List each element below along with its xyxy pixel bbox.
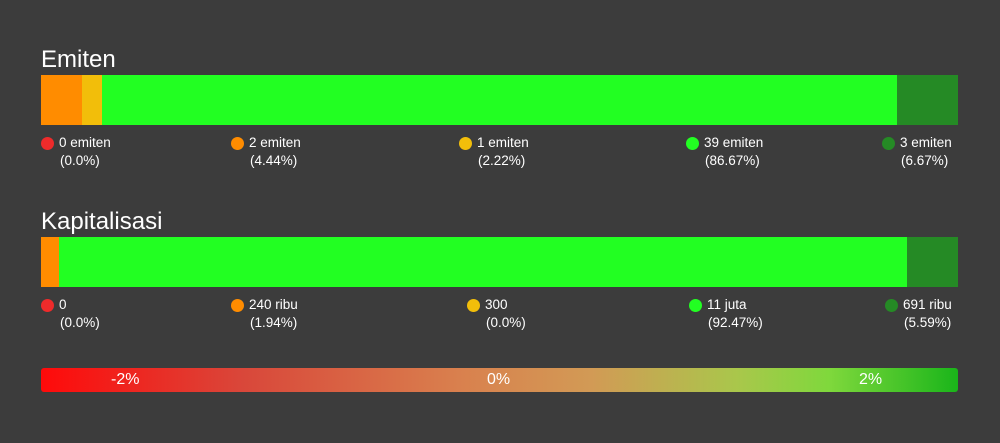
legend-item: 0 emiten (0.0%) xyxy=(41,134,111,170)
bar-segment xyxy=(81,75,103,125)
legend-dot-icon xyxy=(882,136,895,150)
bar-segment xyxy=(102,75,897,125)
legend-item: 240 ribu (1.94%) xyxy=(231,296,298,332)
legend-dot-icon xyxy=(41,298,54,312)
legend-percent: (0.0%) xyxy=(60,153,100,168)
scale-label-max: 2% xyxy=(859,371,883,388)
legend-item: 3 emiten (6.67%) xyxy=(882,134,952,170)
legend: 0 emiten (0.0%) 2 emiten (4.44%) 1 emiten (2.… xyxy=(41,134,958,174)
chart-title: Emiten xyxy=(41,46,116,73)
legend-percent: (6.67%) xyxy=(901,153,949,168)
scale-label-mid: 0% xyxy=(487,371,511,388)
legend-percent: (92.47%) xyxy=(708,315,763,330)
legend-dot-icon xyxy=(231,136,244,150)
legend-item: 691 ribu (5.59%) xyxy=(885,296,952,332)
bar-segment xyxy=(906,237,958,287)
legend-label: 240 ribu xyxy=(249,297,298,312)
legend-item: 1 emiten (2.22%) xyxy=(459,134,529,170)
legend-label: 39 emiten xyxy=(704,135,764,150)
legend-label: 300 xyxy=(485,297,508,312)
legend-dot-icon xyxy=(41,136,54,150)
legend-label: 691 ribu xyxy=(903,297,952,312)
stacked-bar xyxy=(41,237,958,287)
legend-percent: (0.0%) xyxy=(486,315,526,330)
legend-item: 0 (0.0%) xyxy=(41,296,100,332)
legend-item: 2 emiten (4.44%) xyxy=(231,134,301,170)
legend-percent: (1.94%) xyxy=(250,315,298,330)
chart-emiten: Emiten 0 emiten (0.0%) 2 emiten (4.44%) 1 em… xyxy=(41,46,958,174)
legend-label: 3 emiten xyxy=(900,135,952,150)
legend-label: 0 xyxy=(59,297,67,312)
legend-label: 1 emiten xyxy=(477,135,529,150)
chart-kapitalisasi: Kapitalisasi 0 (0.0%) 240 ribu (1.94%) 300 (0… xyxy=(41,208,958,336)
legend-percent: (5.59%) xyxy=(904,315,952,330)
bar-segment xyxy=(41,237,59,287)
legend-dot-icon xyxy=(231,298,244,312)
legend-item: 11 juta (92.47%) xyxy=(689,296,763,332)
legend-percent: (86.67%) xyxy=(705,153,760,168)
legend-dot-icon xyxy=(459,136,472,150)
legend-percent: (0.0%) xyxy=(60,315,100,330)
legend-label: 11 juta xyxy=(707,297,747,312)
legend-dot-icon xyxy=(686,136,699,150)
chart-title: Kapitalisasi xyxy=(41,208,163,235)
legend-item: 300 (0.0%) xyxy=(467,296,526,332)
color-scale-bar: -2% 0% 2% xyxy=(41,368,958,392)
legend-dot-icon xyxy=(689,298,702,312)
legend-percent: (2.22%) xyxy=(478,153,526,168)
legend-dot-icon xyxy=(467,298,480,312)
bar-segment xyxy=(896,75,958,125)
legend-label: 2 emiten xyxy=(249,135,301,150)
legend-percent: (4.44%) xyxy=(250,153,298,168)
legend: 0 (0.0%) 240 ribu (1.94%) 300 (0.0%) 11 juta (9… xyxy=(41,296,958,336)
stacked-bar xyxy=(41,75,958,125)
legend-label: 0 emiten xyxy=(59,135,111,150)
legend-item: 39 emiten (86.67%) xyxy=(686,134,763,170)
bar-segment xyxy=(58,237,907,287)
bar-segment xyxy=(41,75,82,125)
scale-label-min: -2% xyxy=(111,371,140,388)
legend-dot-icon xyxy=(885,298,898,312)
